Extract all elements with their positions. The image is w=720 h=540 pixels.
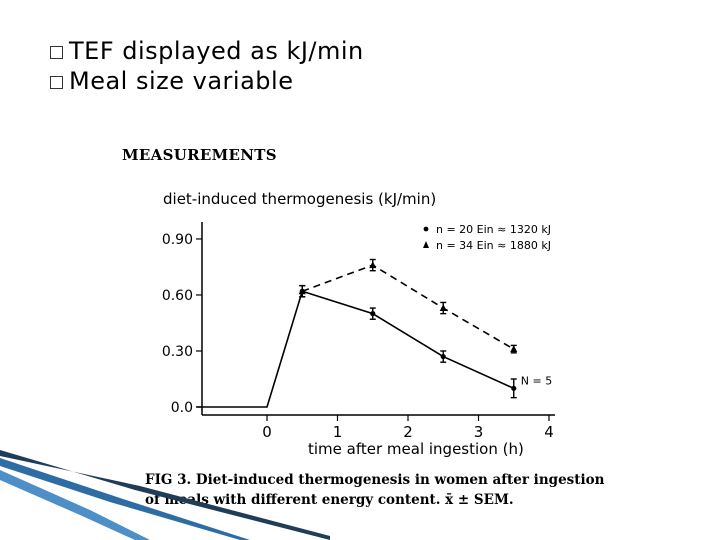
series-line-2	[301, 264, 515, 350]
x-axis-label: time after meal ingestion (h)	[308, 440, 524, 458]
chart-title: diet-induced thermogenesis (kJ/min)	[163, 190, 436, 208]
decorative-stripes	[0, 450, 330, 540]
y-tick-label: 0.90	[162, 232, 193, 248]
data-point-triangle	[510, 345, 518, 353]
y-tick-label: 0.30	[162, 344, 193, 360]
x-tick-label: 3	[474, 423, 484, 441]
x-tick-label: 0	[262, 423, 272, 441]
data-point-triangle	[298, 287, 306, 295]
bullet-text: Meal size variable	[69, 67, 294, 95]
legend-marker-triangle	[423, 241, 429, 248]
data-point-circle	[511, 385, 517, 391]
data-point-triangle	[439, 304, 447, 312]
legend-label: n = 34 Ein ≈ 1880 kJ	[436, 239, 551, 252]
bullet-item: TEF displayed as kJ/min	[50, 36, 364, 66]
annotation-label: N = 5	[521, 374, 552, 387]
data-point-circle	[440, 353, 446, 360]
y-tick-label: 0.60	[162, 288, 193, 304]
x-tick-label: 1	[333, 423, 343, 441]
data-point-triangle	[369, 261, 377, 269]
x-tick-label: 4	[544, 423, 554, 441]
y-tick-label: 0.0	[171, 400, 193, 416]
figure-caption: FIG 3. Diet-induced thermogenesis in wom…	[145, 472, 605, 508]
figure-panel	[120, 140, 605, 514]
x-tick-label: 2	[403, 423, 413, 441]
checkbox-bullet-icon	[50, 75, 63, 89]
bullet-list: TEF displayed as kJ/min Meal size variab…	[50, 36, 364, 96]
checkbox-bullet-icon	[50, 45, 63, 59]
bullet-text: TEF displayed as kJ/min	[69, 37, 364, 65]
series-line-1	[196, 290, 515, 408]
legend-label: n = 20 Ein ≈ 1320 kJ	[436, 223, 551, 236]
legend-marker-circle	[423, 226, 429, 232]
bullet-item: Meal size variable	[50, 66, 364, 96]
data-point-circle	[370, 311, 376, 317]
figure-heading: MEASUREMENTS	[122, 146, 277, 164]
